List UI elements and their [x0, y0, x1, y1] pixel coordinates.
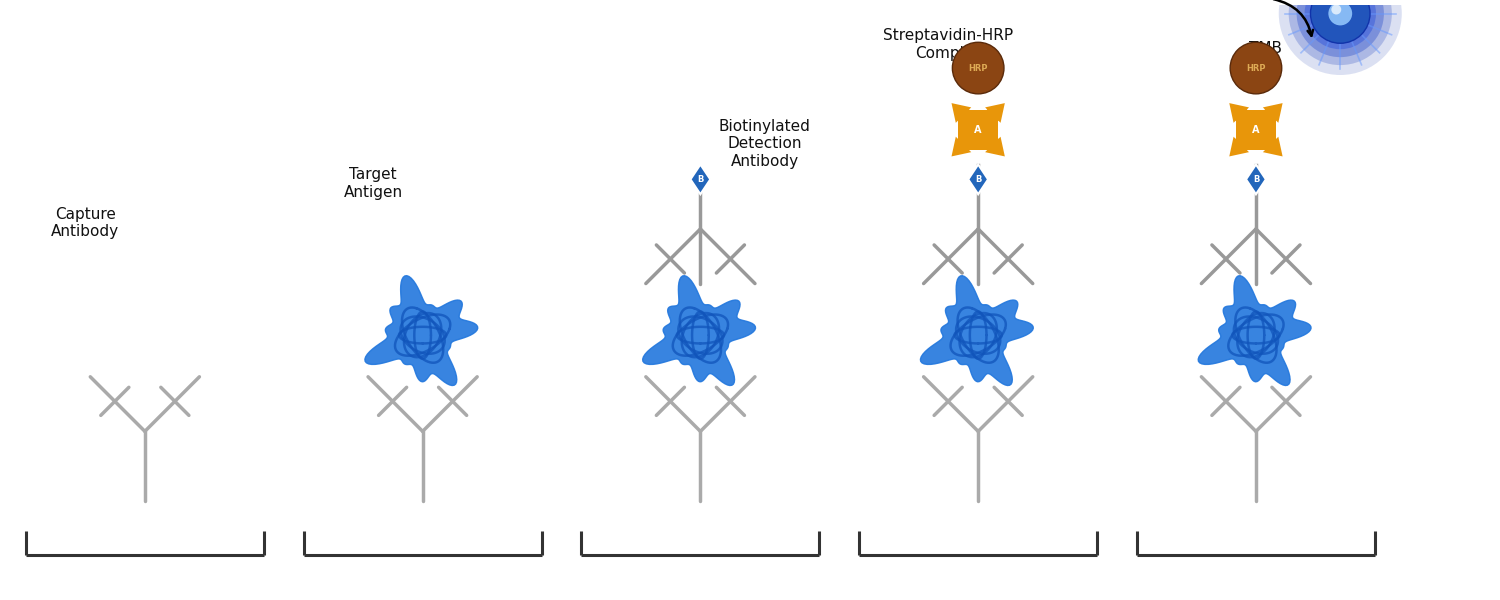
Circle shape	[1329, 2, 1352, 25]
Polygon shape	[1248, 122, 1282, 157]
Polygon shape	[364, 275, 478, 386]
Text: Biotinylated
Detection
Antibody: Biotinylated Detection Antibody	[718, 119, 812, 169]
Polygon shape	[958, 110, 998, 149]
Circle shape	[952, 42, 1004, 94]
Text: B: B	[975, 175, 981, 184]
Polygon shape	[921, 275, 1034, 386]
Text: TMB: TMB	[1250, 41, 1282, 56]
Text: B: B	[698, 175, 703, 184]
Text: B: B	[1252, 175, 1258, 184]
Circle shape	[1332, 5, 1341, 14]
Circle shape	[1311, 0, 1370, 43]
Polygon shape	[970, 103, 1005, 137]
Text: Target
Antigen: Target Antigen	[344, 167, 402, 200]
Circle shape	[1280, 0, 1402, 75]
Polygon shape	[642, 275, 756, 386]
Circle shape	[1305, 0, 1376, 49]
Circle shape	[1288, 0, 1392, 65]
Polygon shape	[690, 164, 711, 194]
Polygon shape	[951, 122, 986, 157]
Polygon shape	[951, 103, 986, 137]
Text: HRP: HRP	[1246, 64, 1266, 73]
Polygon shape	[1246, 164, 1266, 194]
Text: A: A	[1252, 125, 1260, 135]
Polygon shape	[1236, 110, 1276, 149]
Text: HRP: HRP	[969, 64, 988, 73]
Polygon shape	[1230, 103, 1263, 137]
Polygon shape	[968, 164, 988, 194]
Text: Capture
Antibody: Capture Antibody	[51, 207, 120, 239]
Text: Streptavidin-HRP
Complex: Streptavidin-HRP Complex	[884, 28, 1014, 61]
Circle shape	[1296, 0, 1384, 57]
Text: A: A	[975, 125, 982, 135]
Polygon shape	[1248, 103, 1282, 137]
Circle shape	[1230, 42, 1281, 94]
Polygon shape	[1230, 122, 1263, 157]
Polygon shape	[970, 122, 1005, 157]
Polygon shape	[1198, 275, 1311, 386]
